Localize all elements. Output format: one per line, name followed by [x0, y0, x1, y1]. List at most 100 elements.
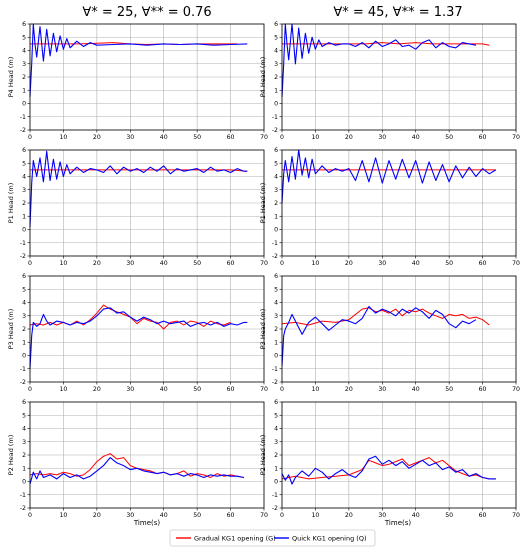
- panel-p1-1-ytick-label: 4: [22, 174, 26, 181]
- panel-p3-1-series-quick: [29, 307, 248, 369]
- panel-p3-2-ytick-label: 6: [274, 273, 278, 280]
- panel-p1-1: 0 10 20 30 40 50 60 70 -2 -1 0 1 2 3 4 5 6 P1 Head (m): [7, 147, 268, 267]
- panel-p3-2: 0 10 20 30 40 50 60 70 -2 -1 0 1 2 3 4 5 6 P3 Head (m): [259, 273, 520, 393]
- panel-p4-2-xtick-label: 0: [280, 134, 284, 141]
- legend: Gradual KG1 opening (G) Quick KG1 openin…: [169, 529, 376, 547]
- panel-p4-2-xtick-label: 20: [345, 134, 353, 141]
- col-title-1: ∀* = 25, ∀** = 0.76: [82, 5, 211, 20]
- panel-p1-2: 0 10 20 30 40 50 60 70 -2 -1 0 1 2 3 4 5 6 P1 Head (m): [259, 147, 520, 267]
- panel-p4-1: 0 10 20 30 40 50 60 70 -2 -1 0 1 2 3 4 5 6 P4 Head (m): [7, 21, 268, 141]
- panel-p1-2-xtick-label: 20: [345, 260, 353, 267]
- panel-p3-2-xtick-label: 30: [378, 386, 386, 393]
- panel-p3-2-ytick-label: -1: [272, 366, 278, 373]
- panel-p2-1-xtick-label: 60: [227, 512, 235, 519]
- panel-p3-2-series-quick: [281, 305, 477, 367]
- panel-p3-1-ytick-label: 5: [22, 286, 26, 293]
- panel-p2-1-ytick-label: 1: [22, 465, 26, 472]
- panel-p2-2-ytick-label: 5: [274, 412, 278, 419]
- panel-p1-2-xtick-label: 30: [378, 260, 386, 267]
- panel-p2-2-ytick-label: 3: [274, 439, 278, 446]
- panel-p4-1-ytick-label: 1: [22, 87, 26, 94]
- panel-p3-1-xtick-label: 20: [93, 386, 101, 393]
- panel-p2-2-ytick-label: 4: [274, 426, 278, 433]
- panel-p4-1-ytick-label: -1: [20, 114, 26, 121]
- panel-p3-2-ylabel: P3 Head (m): [259, 309, 267, 350]
- panel-p3-1-ytick-label: -2: [20, 379, 26, 386]
- panel-p2-2-ytick-label: 6: [274, 399, 278, 406]
- panel-p4-2-ylabel: P4 Head (m): [259, 57, 267, 98]
- legend-label-quick: Quick KG1 opening (Q): [292, 535, 366, 543]
- panel-p1-1-xtick-label: 20: [93, 260, 101, 267]
- panel-p2-2-xtick-label: 40: [412, 512, 420, 519]
- panel-p3-2-ytick-label: 1: [274, 339, 278, 346]
- panel-p4-1-xtick-label: 50: [193, 134, 201, 141]
- panel-p1-2-ytick-label: -1: [272, 240, 278, 247]
- panel-p2-1-xtick-label: 10: [59, 512, 67, 519]
- panel-p1-2-ytick-label: 6: [274, 147, 278, 154]
- panel-p4-2-ytick-label: 4: [274, 48, 278, 55]
- panel-p3-2-xtick-label: 60: [479, 386, 487, 393]
- panel-p3-2-ytick-label: 3: [274, 313, 278, 320]
- panel-p2-1-xtick-label: 0: [28, 512, 32, 519]
- panel-p1-1-xtick-label: 70: [260, 260, 268, 267]
- panel-p3-1-ytick-label: 3: [22, 313, 26, 320]
- panel-p3-2-ytick-label: 4: [274, 300, 278, 307]
- panel-p2-2-xtick-label: 70: [512, 512, 520, 519]
- panel-p1-2-ytick-label: 0: [274, 227, 278, 234]
- panel-p3-1-xtick-label: 30: [126, 386, 134, 393]
- panel-p2-1-xtick-label: 40: [160, 512, 168, 519]
- panel-p1-1-ytick-label: 2: [22, 200, 26, 207]
- panel-p1-1-ytick-label: -2: [20, 253, 26, 260]
- panel-p1-2-ytick-label: 4: [274, 174, 278, 181]
- panel-p1-1-ytick-label: -1: [20, 240, 26, 247]
- panel-p4-1-ytick-label: 4: [22, 48, 26, 55]
- panel-p4-1-ytick-label: 6: [22, 21, 26, 28]
- panel-p1-2-ytick-label: -2: [272, 253, 278, 260]
- panel-p1-1-xtick-label: 30: [126, 260, 134, 267]
- panel-p3-1-xtick-label: 40: [160, 386, 168, 393]
- panel-p1-1-ytick-label: 0: [22, 227, 26, 234]
- panel-p2-1-ytick-label: 6: [22, 399, 26, 406]
- panel-p2-2-ytick-label: -2: [272, 505, 278, 512]
- panel-p4-2-ytick-label: -2: [272, 127, 278, 134]
- panel-p4-1-xtick-label: 30: [126, 134, 134, 141]
- panel-p2-1-xtick-label: 20: [93, 512, 101, 519]
- panel-p3-2-xtick-label: 10: [311, 386, 319, 393]
- panel-p4-1-ytick-label: 2: [22, 74, 26, 81]
- panel-p1-1-xtick-label: 40: [160, 260, 168, 267]
- panel-p1-2-ytick-label: 1: [274, 213, 278, 220]
- panel-p2-1-ytick-label: -2: [20, 505, 26, 512]
- panel-p1-2-ytick-label: 2: [274, 200, 278, 207]
- panel-p1-2-ytick-label: 3: [274, 187, 278, 194]
- panel-p4-2-xtick-label: 40: [412, 134, 420, 141]
- panel-p1-1-series-quick: [29, 150, 248, 227]
- panel-p2-2: 0 10 20 30 40 50 60 70 -2 -1 0 1 2 3 4 5 6 P2 Head (m): [259, 399, 520, 519]
- panel-p2-2-xtick-label: 30: [378, 512, 386, 519]
- panel-p4-1-ytick-label: -2: [20, 127, 26, 134]
- panel-p3-1: 0 10 20 30 40 50 60 70 -2 -1 0 1 2 3 4 5 6 P3 Head (m): [7, 273, 268, 393]
- panel-p1-1-ylabel: P1 Head (m): [7, 183, 15, 224]
- panel-p2-1-xtick-label: 30: [126, 512, 134, 519]
- panel-p2-2-ytick-label: -1: [272, 492, 278, 499]
- panel-p4-2-ytick-label: 1: [274, 87, 278, 94]
- panel-p2-1-ytick-label: 3: [22, 439, 26, 446]
- col-title-2: ∀* = 45, ∀** = 1.37: [333, 5, 462, 20]
- panel-p3-1-xtick-label: 70: [260, 386, 268, 393]
- panel-p3-1-xtick-label: 50: [193, 386, 201, 393]
- panel-p1-1-xtick-label: 10: [59, 260, 67, 267]
- legend-label-gradual: Gradual KG1 opening (G): [194, 535, 276, 543]
- panel-p4-1-xtick-label: 70: [260, 134, 268, 141]
- panel-p2-2-xtick-label: 10: [311, 512, 319, 519]
- panel-p4-2-ytick-label: 6: [274, 21, 278, 28]
- panel-p2-1-ytick-label: 5: [22, 412, 26, 419]
- panel-p4-2-xtick-label: 70: [512, 134, 520, 141]
- panel-p3-1-xtick-label: 0: [28, 386, 32, 393]
- panel-p2-2-xtick-label: 60: [479, 512, 487, 519]
- panel-p2-2-ytick-label: 2: [274, 452, 278, 459]
- panel-p2-1-ytick-label: 2: [22, 452, 26, 459]
- panel-p2-1-series-quick: [29, 457, 245, 485]
- panel-p1-1-ytick-label: 1: [22, 213, 26, 220]
- panel-p2-1-xtick-label: 70: [260, 512, 268, 519]
